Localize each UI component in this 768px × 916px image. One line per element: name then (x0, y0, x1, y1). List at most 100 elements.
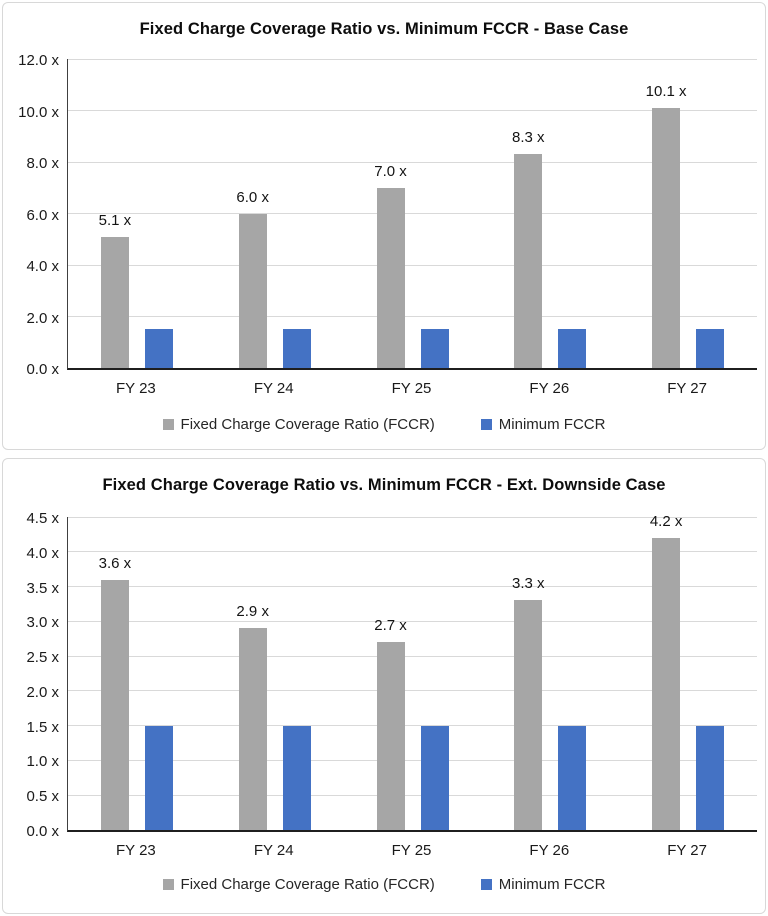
bar-value-label: 3.6 x (98, 554, 132, 572)
x-tick-label: FY 26 (529, 842, 570, 859)
legend-label: Minimum FCCR (498, 416, 606, 433)
gridline (68, 759, 757, 761)
gridline (68, 551, 757, 553)
x-tick-label: FY 27 (667, 380, 707, 397)
bar-min-fccr (420, 725, 449, 830)
x-tick-label: FY 24 (253, 380, 294, 397)
bar-value-label: 5.1 x (98, 211, 132, 229)
gridline (68, 655, 757, 657)
x-tick-label: FY 27 (667, 842, 707, 859)
x-tick-label: FY 25 (391, 842, 432, 859)
x-axis: FY 23 FY 24 FY 25 FY 26 FY 27 (67, 832, 757, 868)
bar-fccr (238, 213, 267, 368)
y-tick-label: 8.0 x (26, 155, 59, 172)
legend-item-fccr: Fixed Charge Coverage Ratio (FCCR) (162, 876, 435, 893)
y-tick-label: 4.0 x (26, 544, 59, 562)
legend: Fixed Charge Coverage Ratio (FCCR) Minimu… (3, 416, 765, 433)
y-tick-label: 2.5 x (26, 649, 59, 667)
legend-label: Minimum FCCR (498, 876, 606, 893)
plot-wrap: 3.6 x 2.9 x 2.7 x 3.3 x 4.2 x FY 23 FY 24 FY 2… (67, 513, 757, 868)
x-tick-label: FY 25 (391, 380, 432, 397)
y-tick-label: 6.0 x (26, 206, 59, 224)
plot-area: 5.1 x 6.0 x 7.0 x 8.3 x 10.1 x (67, 58, 757, 370)
legend-item-min-fccr: Minimum FCCR (480, 876, 606, 893)
bar-value-label: 2.9 x (236, 603, 269, 621)
gridline (68, 586, 757, 588)
legend-item-min-fccr: Minimum FCCR (480, 416, 606, 433)
x-tick-label: FY 23 (116, 380, 156, 397)
gridline (68, 620, 757, 622)
y-tick-label: 10.0 x (18, 103, 59, 121)
chart-panel-base-case: Fixed Charge Coverage Ratio vs. Minimum … (2, 2, 766, 450)
gridline (68, 110, 757, 111)
bar-min-fccr (558, 329, 587, 368)
chart-title: Fixed Charge Coverage Ratio vs. Minimum … (139, 20, 629, 38)
y-tick-label: 3.0 x (26, 614, 59, 632)
legend-item-fccr: Fixed Charge Coverage Ratio (FCCR) (162, 416, 435, 433)
bar-min-fccr (144, 329, 173, 368)
legend-swatch-blue-icon (480, 419, 492, 430)
bar-value-label: 2.7 x (374, 617, 407, 635)
legend-label: Fixed Charge Coverage Ratio (FCCR) (180, 876, 435, 893)
bar-fccr (238, 628, 267, 830)
y-axis: 0.0 x 2.0 x 4.0 x 6.0 x 8.0 x 10.0 x 12.0 x (3, 52, 67, 378)
bar-value-label: 8.3 x (512, 129, 545, 147)
chart-area: 0.0 x 2.0 x 4.0 x 6.0 x 8.0 x 10.0 x 12.0 x 5.… (3, 52, 765, 406)
gridline (68, 690, 757, 692)
y-tick-label: 1.0 x (26, 753, 59, 771)
legend-swatch-gray-icon (162, 879, 174, 890)
chart-panel-ext-downside-case: Fixed Charge Coverage Ratio vs. Minimum … (2, 458, 766, 914)
bar-value-label: 6.0 x (236, 188, 269, 206)
bar-min-fccr (144, 725, 173, 830)
y-tick-label: 1.5 x (26, 718, 59, 736)
bar-value-label: 4.2 x (649, 512, 683, 530)
chart-title: Fixed Charge Coverage Ratio vs. Minimum … (102, 476, 666, 494)
bar-min-fccr (420, 329, 449, 368)
y-axis: 0.0 x 0.5 x 1.0 x 1.5 x 2.0 x 2.5 x 3.0 x 3.5 x… (3, 510, 67, 840)
bar-fccr (100, 236, 129, 368)
bar-fccr (652, 537, 681, 830)
bar-min-fccr (696, 725, 725, 830)
gridline (68, 316, 757, 317)
bar-min-fccr (282, 725, 311, 830)
bar-fccr (376, 642, 405, 830)
y-tick-label: 2.0 x (26, 683, 59, 701)
y-tick-label: 4.5 x (26, 510, 59, 527)
y-tick-label: 12.0 x (18, 52, 59, 69)
plot-area: 3.6 x 2.9 x 2.7 x 3.3 x 4.2 x (67, 513, 757, 832)
x-axis: FY 23 FY 24 FY 25 FY 26 FY 27 (67, 370, 757, 406)
y-tick-label: 2.0 x (26, 309, 59, 327)
gridline (68, 161, 757, 163)
legend: Fixed Charge Coverage Ratio (FCCR) Minimu… (3, 876, 765, 893)
gridline (68, 264, 757, 266)
y-tick-label: 4.0 x (26, 258, 59, 275)
gridline (68, 213, 757, 214)
bar-fccr (514, 154, 543, 368)
y-tick-label: 3.5 x (26, 579, 59, 597)
bar-value-label: 7.0 x (374, 162, 407, 180)
plot-wrap: 5.1 x 6.0 x 7.0 x 8.3 x 10.1 x FY 23 FY 24 FY … (67, 58, 757, 406)
bar-value-label: 3.3 x (512, 575, 545, 593)
bar-min-fccr (558, 725, 587, 830)
chart-area: 0.0 x 0.5 x 1.0 x 1.5 x 2.0 x 2.5 x 3.0 x 3.5 x… (3, 510, 765, 868)
y-tick-label: 0.0 x (26, 361, 59, 378)
bar-min-fccr (282, 329, 311, 368)
bar-value-label: 10.1 x (645, 82, 687, 100)
bar-min-fccr (696, 329, 725, 368)
bar-fccr (376, 187, 405, 368)
x-tick-label: FY 24 (253, 842, 294, 859)
bar-fccr (652, 107, 681, 368)
legend-swatch-gray-icon (162, 419, 174, 430)
gridline (68, 58, 757, 60)
gridline (68, 725, 757, 727)
x-tick-label: FY 23 (116, 842, 156, 859)
y-tick-label: 0.5 x (26, 788, 59, 806)
bar-fccr (100, 579, 129, 830)
x-tick-label: FY 26 (529, 380, 570, 397)
gridline (68, 516, 757, 518)
legend-swatch-blue-icon (480, 879, 492, 890)
legend-label: Fixed Charge Coverage Ratio (FCCR) (180, 416, 435, 433)
bar-fccr (514, 600, 543, 830)
gridline (68, 794, 757, 796)
